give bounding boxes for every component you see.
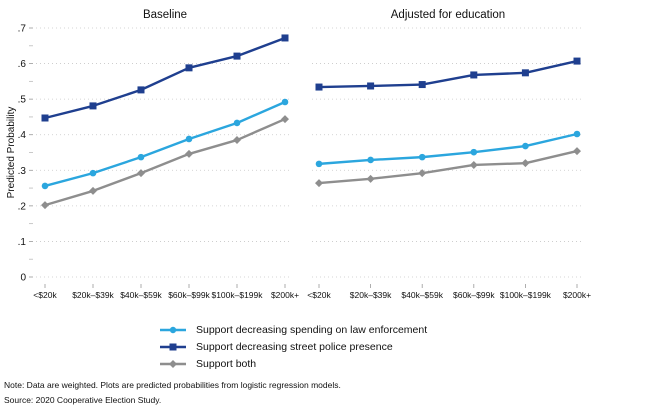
legend-marker-square-icon (160, 343, 186, 350)
panel-title: Baseline (143, 9, 187, 21)
y-tick-label: .5 (18, 95, 27, 106)
data-point-circle (418, 153, 426, 161)
data-point-diamond (315, 179, 323, 188)
y-tick-label: .4 (18, 130, 27, 141)
legend-item-spending: Support decreasing spending on law enfor… (160, 321, 427, 338)
data-point-diamond (469, 160, 478, 169)
x-tick-label: $20k–$39k (72, 290, 114, 300)
data-point-diamond (233, 136, 241, 145)
y-tick-label: .2 (18, 201, 27, 212)
data-point-square (233, 52, 241, 60)
x-tick-label: $40k–$59k (120, 290, 162, 300)
data-point-circle (573, 130, 581, 138)
data-point-square (367, 82, 375, 90)
data-point-diamond (185, 149, 193, 158)
data-point-circle (470, 148, 478, 156)
panel-baseline: Baseline <$20k $20k–$39k $40k–$59k $60k–$99k… (33, 9, 299, 300)
y-tick-label: .1 (18, 237, 27, 248)
data-point-square (521, 69, 529, 77)
x-tick-label: $200k+ (271, 290, 299, 300)
x-tick-label: $20k–$39k (350, 290, 392, 300)
data-point-diamond (573, 147, 581, 156)
series-line (44, 100, 286, 188)
data-point-circle (137, 153, 145, 161)
data-point-square (418, 81, 426, 89)
data-point-circle (367, 156, 374, 164)
data-point-square (281, 34, 289, 42)
legend-item-both: Support both (160, 355, 427, 372)
legend-item-presence: Support decreasing street police presenc… (160, 338, 427, 355)
data-point-diamond (41, 201, 49, 210)
data-point-square (573, 57, 581, 65)
data-point-square (185, 64, 193, 72)
y-axis-label: Predicted Probability (6, 107, 17, 199)
data-point-diamond (89, 186, 97, 195)
y-tick-label: .6 (18, 59, 27, 70)
x-tick-label: $200k+ (563, 290, 591, 300)
legend-marker-circle-icon (160, 326, 186, 333)
x-tick-label: $60k–$99k (453, 290, 495, 300)
data-point-circle (315, 160, 323, 168)
series-line (318, 149, 578, 185)
data-point-diamond (137, 169, 145, 178)
x-tick-label: $100k–$199k (500, 290, 552, 300)
data-point-square (41, 114, 49, 122)
data-point-diamond (281, 115, 289, 124)
data-point-square (315, 83, 323, 91)
data-point-square (137, 86, 145, 94)
legend-marker-diamond-icon (160, 359, 186, 368)
chart-figure: 0 .1 .2 .3 .4 .5 .6 .7 Predicted Probability Base… (6, 9, 591, 300)
x-tick-label: $40k–$59k (401, 290, 443, 300)
data-point-circle (89, 169, 97, 177)
legend-label-presence: Support decreasing street police presenc… (196, 340, 393, 353)
data-point-circle (41, 182, 49, 190)
legend-label-spending: Support decreasing spending on law enfor… (196, 323, 428, 336)
legend-label-both: Support both (196, 357, 257, 370)
data-point-circle (281, 98, 289, 106)
y-tick-label: 0 (20, 273, 26, 284)
data-point-circle (185, 135, 193, 143)
x-tick-label: $60k–$99k (168, 290, 210, 300)
series-line (44, 117, 286, 207)
y-tick-label: .7 (18, 24, 27, 35)
data-point-square (470, 71, 478, 79)
legend: Support decreasing spending on law enfor… (160, 321, 427, 372)
note-text: Note: Data are weighted. Plots are predi… (4, 380, 341, 390)
data-point-square (89, 102, 97, 110)
series-line (318, 132, 578, 166)
series-line (318, 59, 578, 89)
data-point-circle (522, 142, 529, 150)
data-point-diamond (366, 174, 375, 183)
panel-adjusted: Adjusted for education <$20k $20k–$39k $40k… (307, 9, 591, 300)
data-point-diamond (418, 169, 427, 178)
panel-title: Adjusted for education (391, 9, 505, 21)
data-point-diamond (521, 159, 530, 168)
source-text: Source: 2020 Cooperative Election Study. (4, 395, 162, 405)
data-point-circle (233, 119, 241, 127)
series-line (44, 36, 286, 120)
x-tick-label: <$20k (307, 290, 331, 300)
x-tick-label: <$20k (33, 290, 57, 300)
y-tick-label: .3 (18, 166, 27, 177)
x-tick-label: $100k–$199k (211, 290, 263, 300)
